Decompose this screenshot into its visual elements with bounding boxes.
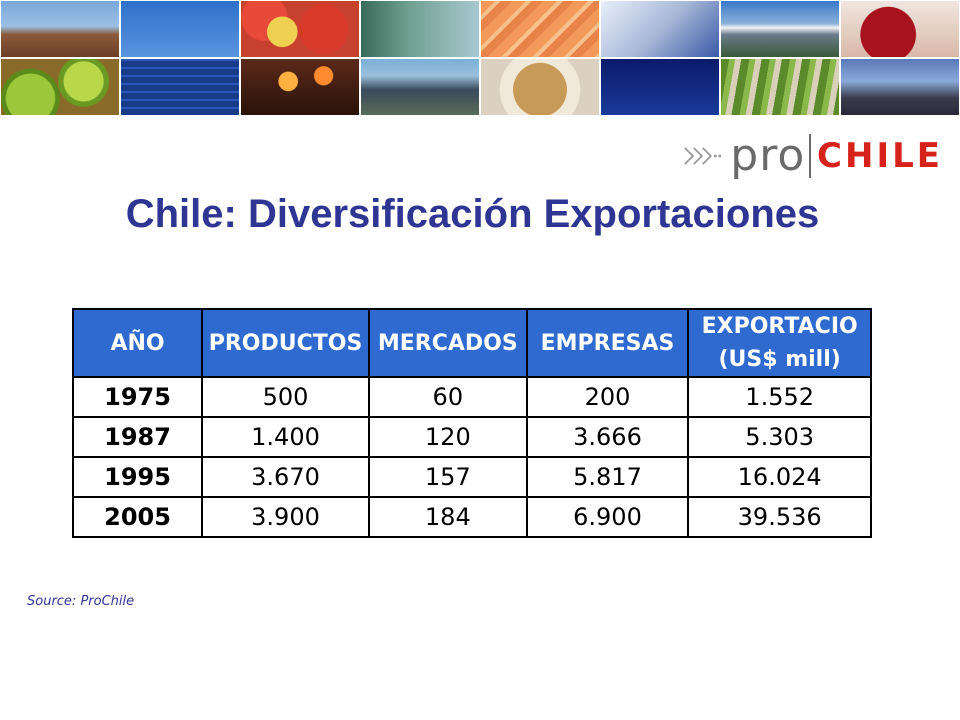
cell-exportacion: 5.303: [687, 416, 872, 458]
cell-year: 1975: [71, 376, 204, 418]
table-row: 1975 500 60 200 1.552: [71, 376, 872, 418]
cell-mercados: 184: [367, 496, 528, 538]
cell-exportacion: 16.024: [687, 456, 872, 498]
page-title: Chile: Diversificación Exportaciones: [125, 192, 820, 236]
chevron-arrows-icon: [684, 147, 722, 165]
cell-empresas: 6.900: [525, 496, 690, 538]
banner-photo-salmon: [480, 0, 600, 58]
cell-productos: 3.900: [201, 496, 370, 538]
cell-empresas: 5.817: [525, 456, 690, 498]
cell-mercados: 60: [367, 376, 528, 418]
source-note: Source: ProChile: [27, 594, 135, 609]
cell-year: 1987: [71, 416, 204, 458]
table-row: 2005 3.900 184 6.900 39.536: [71, 496, 872, 538]
banner-photo-mining: [240, 58, 360, 116]
header-exportacion-line2: (US$ mill): [718, 347, 841, 372]
header-ano: AÑO: [71, 308, 204, 378]
logo-text-pro: pro: [730, 130, 806, 181]
cell-productos: 1.400: [201, 416, 370, 458]
cell-year: 2005: [71, 496, 204, 538]
logo-text-chile: CHILE: [817, 136, 943, 176]
table-row: 1995 3.670 157 5.817 16.024: [71, 456, 872, 498]
cell-exportacion: 1.552: [687, 376, 872, 418]
banner-photo-city: [840, 58, 960, 116]
cell-productos: 3.670: [201, 456, 370, 498]
cell-mercados: 157: [367, 456, 528, 498]
prochile-logo: pro CHILE: [683, 130, 943, 182]
cell-exportacion: 39.536: [687, 496, 872, 538]
cell-empresas: 3.666: [525, 416, 690, 458]
header-exportacion: EXPORTACIO (US$ mill): [687, 308, 872, 378]
exports-table: AÑO PRODUCTOS MERCADOS EMPRESAS EXPORTAC…: [71, 308, 872, 538]
header-productos: PRODUCTOS: [201, 308, 370, 378]
banner-photo-sky-bird: [120, 0, 240, 58]
banner-photo-kiwi: [0, 58, 120, 116]
banner-photo-wine: [840, 0, 960, 58]
banner-photo-mountains: [0, 0, 120, 58]
banner-photo-chart: [600, 0, 720, 58]
header-mercados: MERCADOS: [367, 308, 528, 378]
banner-photo-asparagus: [720, 58, 840, 116]
cell-productos: 500: [201, 376, 370, 418]
banner-photo-code: [120, 58, 240, 116]
logo-separator: [809, 134, 812, 178]
cell-empresas: 200: [525, 376, 690, 418]
banner-photo-volcano: [720, 0, 840, 58]
banner-photo-torres: [360, 58, 480, 116]
banner-photo-food: [480, 58, 600, 116]
cell-year: 1995: [71, 456, 204, 498]
banner-photo-fruit: [240, 0, 360, 58]
cell-mercados: 120: [367, 416, 528, 458]
table-row: 1987 1.400 120 3.666 5.303: [71, 416, 872, 458]
table-header-row: AÑO PRODUCTOS MERCADOS EMPRESAS EXPORTAC…: [71, 308, 872, 378]
header-empresas: EMPRESAS: [525, 308, 690, 378]
header-exportacion-line1: EXPORTACIO: [701, 314, 858, 339]
photo-banner: [0, 0, 960, 116]
banner-photo-office: [360, 0, 480, 58]
banner-photo-solar: [600, 58, 720, 116]
